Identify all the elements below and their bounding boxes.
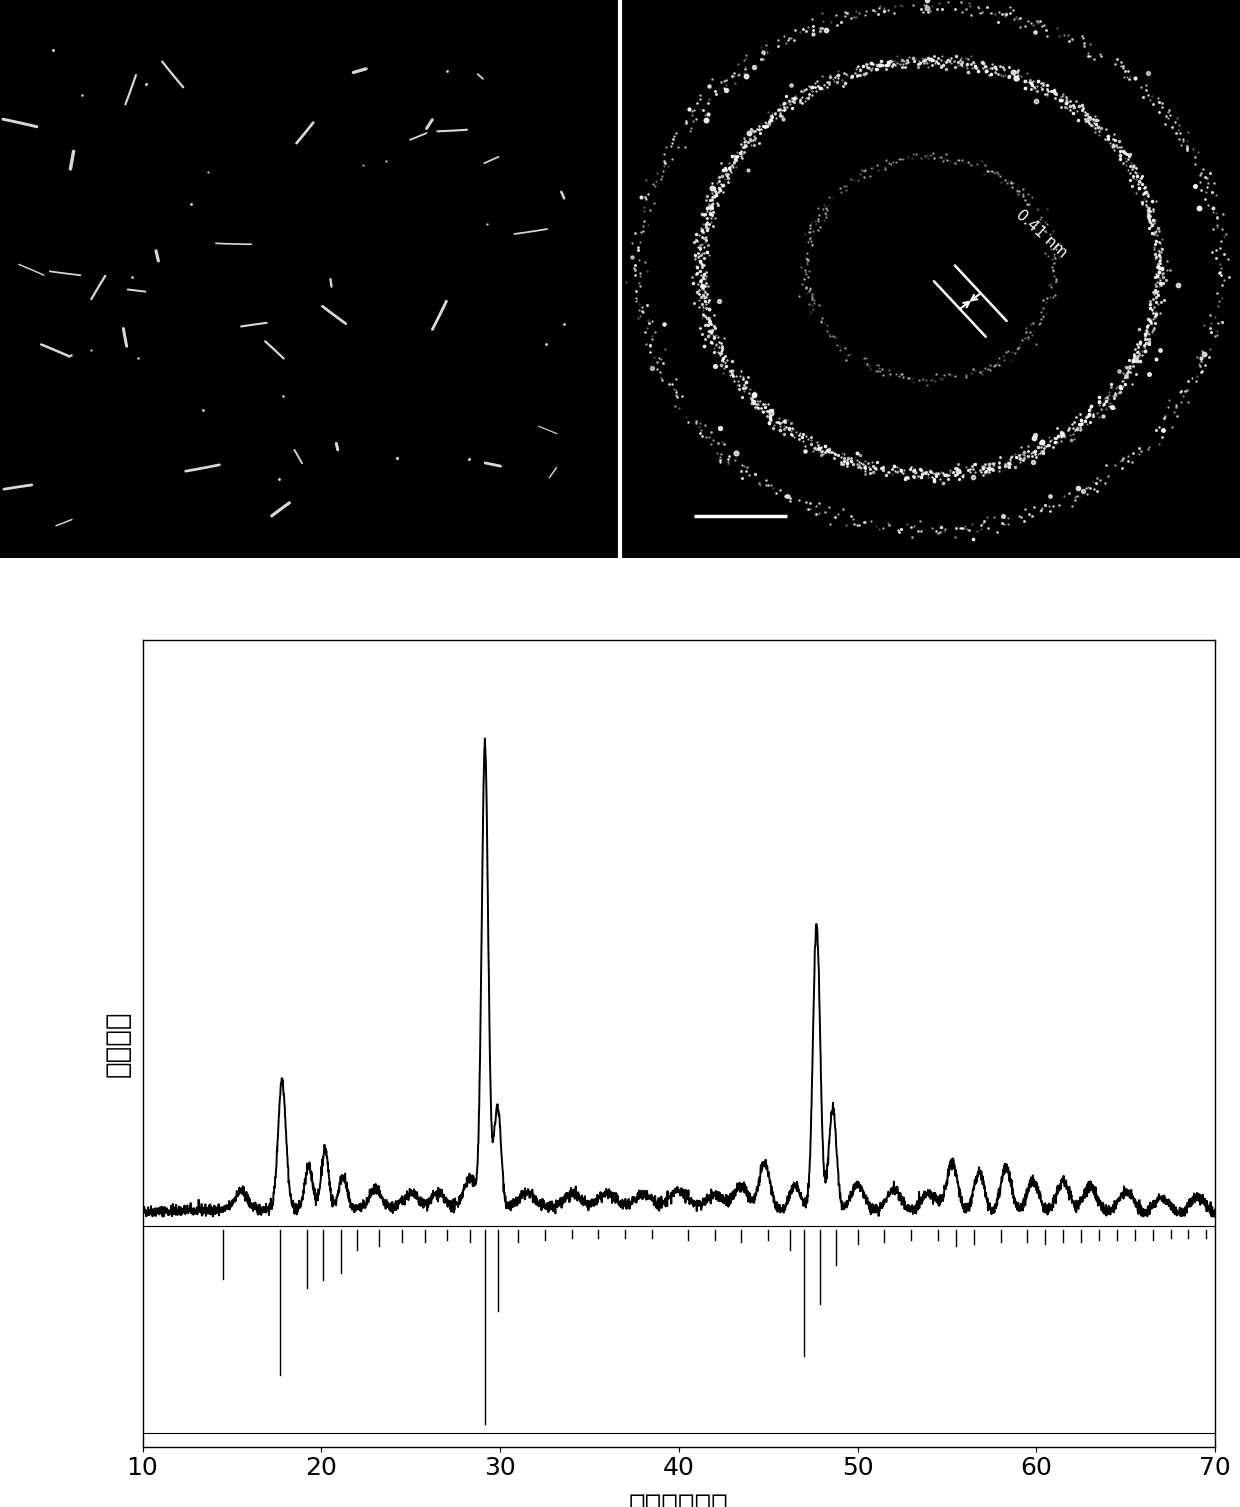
Text: 0.41 nm: 0.41 nm	[1013, 208, 1070, 261]
X-axis label: 衍射角（度）: 衍射角（度）	[629, 1492, 729, 1507]
Y-axis label: 相对强度: 相对强度	[103, 1010, 131, 1078]
Text: c): c)	[12, 515, 46, 550]
